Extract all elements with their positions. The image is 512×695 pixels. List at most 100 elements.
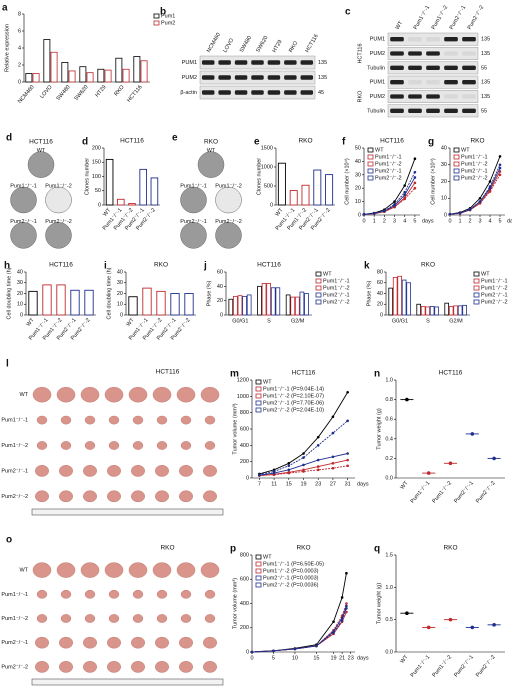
y-tick-label: 1.0 — [385, 377, 393, 383]
y-tick-label: 200 — [92, 145, 101, 151]
bar — [156, 290, 166, 316]
blot-band — [390, 65, 404, 70]
x-tick-label: Pum1⁻/⁻-1 — [410, 654, 432, 678]
tumor — [156, 441, 168, 450]
tumor — [131, 465, 145, 477]
point — [340, 616, 344, 620]
x-tick-label: WT — [399, 480, 410, 491]
row-label: PUM1 — [182, 60, 197, 66]
blot-band — [426, 94, 440, 99]
point — [302, 452, 305, 455]
bar — [84, 289, 94, 316]
blot-band — [284, 60, 297, 65]
point — [498, 170, 502, 173]
y-tick-label: 20 — [117, 291, 123, 297]
tumor — [132, 614, 144, 623]
tumor — [84, 415, 96, 425]
legend-label: Pum2⁻/⁻-1 — [461, 168, 488, 174]
x-tick-label: 23 — [348, 655, 354, 661]
x-tick-label: Pum1⁻/⁻-1 — [410, 480, 432, 504]
point — [393, 204, 396, 207]
x-tick-label: 5 — [413, 218, 416, 224]
x-tick-label: S — [267, 318, 271, 324]
bar — [228, 298, 234, 316]
dish-label: WT — [37, 148, 46, 154]
tumor — [107, 636, 121, 649]
tumor — [104, 387, 124, 403]
row-label: Tubulin — [367, 65, 385, 71]
blot-band — [408, 37, 422, 42]
legend-label: Pum1⁻/⁻-2 (P=0.0003) — [263, 568, 319, 574]
chart-title: HCT116 — [439, 370, 463, 377]
tumor — [131, 636, 145, 649]
legend-label: Pum2⁻/⁻-1 — [481, 292, 508, 298]
tumor — [132, 415, 144, 425]
size-marker: 135 — [481, 51, 490, 57]
point — [287, 464, 291, 468]
tumor — [131, 490, 145, 503]
tumor — [180, 441, 192, 450]
legend-label: Pum1⁻/⁻-1 — [461, 154, 488, 160]
blot-band — [390, 108, 404, 113]
point — [331, 466, 335, 470]
tumor — [180, 614, 192, 623]
y-tick-label: 40 — [441, 145, 447, 151]
size-marker: 135 — [481, 37, 490, 43]
bar — [448, 305, 454, 316]
x-tick-label: NCM460 — [17, 84, 36, 104]
point — [345, 602, 348, 605]
bar — [184, 293, 194, 316]
legend-swatch — [315, 271, 322, 277]
x-tick-label: Pum2⁻/⁻-2 — [475, 480, 497, 504]
point — [488, 186, 492, 190]
blot-band — [426, 108, 440, 113]
row-label: Pum1⁻/⁻-2 — [1, 616, 28, 622]
legend-label: Pum2⁻/⁻-2 (P=0.0036) — [263, 582, 319, 588]
x-tick-label: WT — [126, 317, 137, 328]
blot-band — [218, 60, 231, 65]
size-marker: 135 — [318, 75, 327, 81]
x-axis-label: days — [357, 481, 369, 487]
legend-label: Pum1⁻/⁻-2 (P=2.10E-07) — [263, 393, 324, 399]
tumor — [104, 562, 124, 578]
blot-band — [390, 51, 404, 56]
x-tick-label: Pum1⁻/⁻-2 — [431, 654, 453, 678]
x-tick-label: 4 — [403, 218, 406, 224]
x-tick-label: HCT116 — [126, 84, 144, 103]
legend-label: Pum2⁻/⁻-2 — [375, 175, 402, 181]
colony-dish — [45, 186, 72, 214]
blot-band — [300, 75, 314, 80]
dot — [426, 625, 431, 630]
image-title: RKO — [160, 545, 174, 552]
y-tick-label: 200 — [240, 625, 249, 631]
tumor — [59, 636, 73, 649]
x-tick-label: 0 — [448, 218, 451, 224]
bar — [434, 306, 439, 316]
blot-band — [234, 90, 248, 95]
x-tick-label: 2 — [383, 218, 386, 224]
colony-dish — [180, 222, 207, 249]
y-axis-label: Tumor weight (g) — [376, 408, 382, 450]
lane-label: LOVO — [222, 37, 235, 54]
x-tick-label: 2 — [468, 218, 471, 224]
bar — [457, 305, 463, 316]
tumor — [203, 490, 217, 503]
y-axis-label: Tumor volume (mm³) — [232, 403, 238, 454]
dish-label: Pum1⁻/⁻-1 — [10, 183, 37, 189]
bar — [142, 287, 152, 316]
lane-label: RKO — [288, 40, 300, 54]
bar — [275, 287, 281, 316]
y-tick-label: 8 — [18, 11, 21, 17]
colony-dish — [197, 151, 225, 178]
legend-label: WT — [263, 554, 272, 560]
y-tick-label: 0 — [120, 312, 123, 318]
panel-label: n — [374, 369, 380, 380]
legend-swatch — [255, 554, 262, 560]
row-label: Pum2⁻/⁻-2 — [1, 664, 28, 670]
point — [346, 464, 349, 468]
x-tick-label: LOVO — [39, 84, 54, 100]
legend-swatch — [367, 161, 374, 167]
chart-title: HCT116 — [380, 138, 404, 145]
lane-label: NCM460 — [206, 32, 222, 54]
y-tick-label: 6 — [18, 28, 21, 34]
